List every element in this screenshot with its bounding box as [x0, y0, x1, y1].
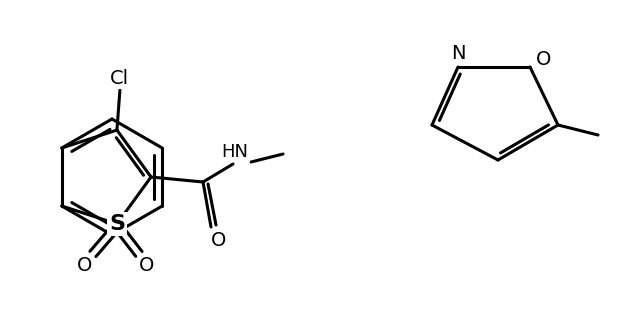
Text: N: N	[451, 44, 465, 63]
Text: O: O	[536, 50, 552, 68]
Text: S: S	[109, 214, 125, 234]
Text: Cl: Cl	[110, 69, 129, 87]
Text: O: O	[77, 256, 93, 275]
Text: HN: HN	[221, 143, 248, 161]
Text: O: O	[211, 231, 227, 251]
Text: O: O	[140, 256, 155, 275]
